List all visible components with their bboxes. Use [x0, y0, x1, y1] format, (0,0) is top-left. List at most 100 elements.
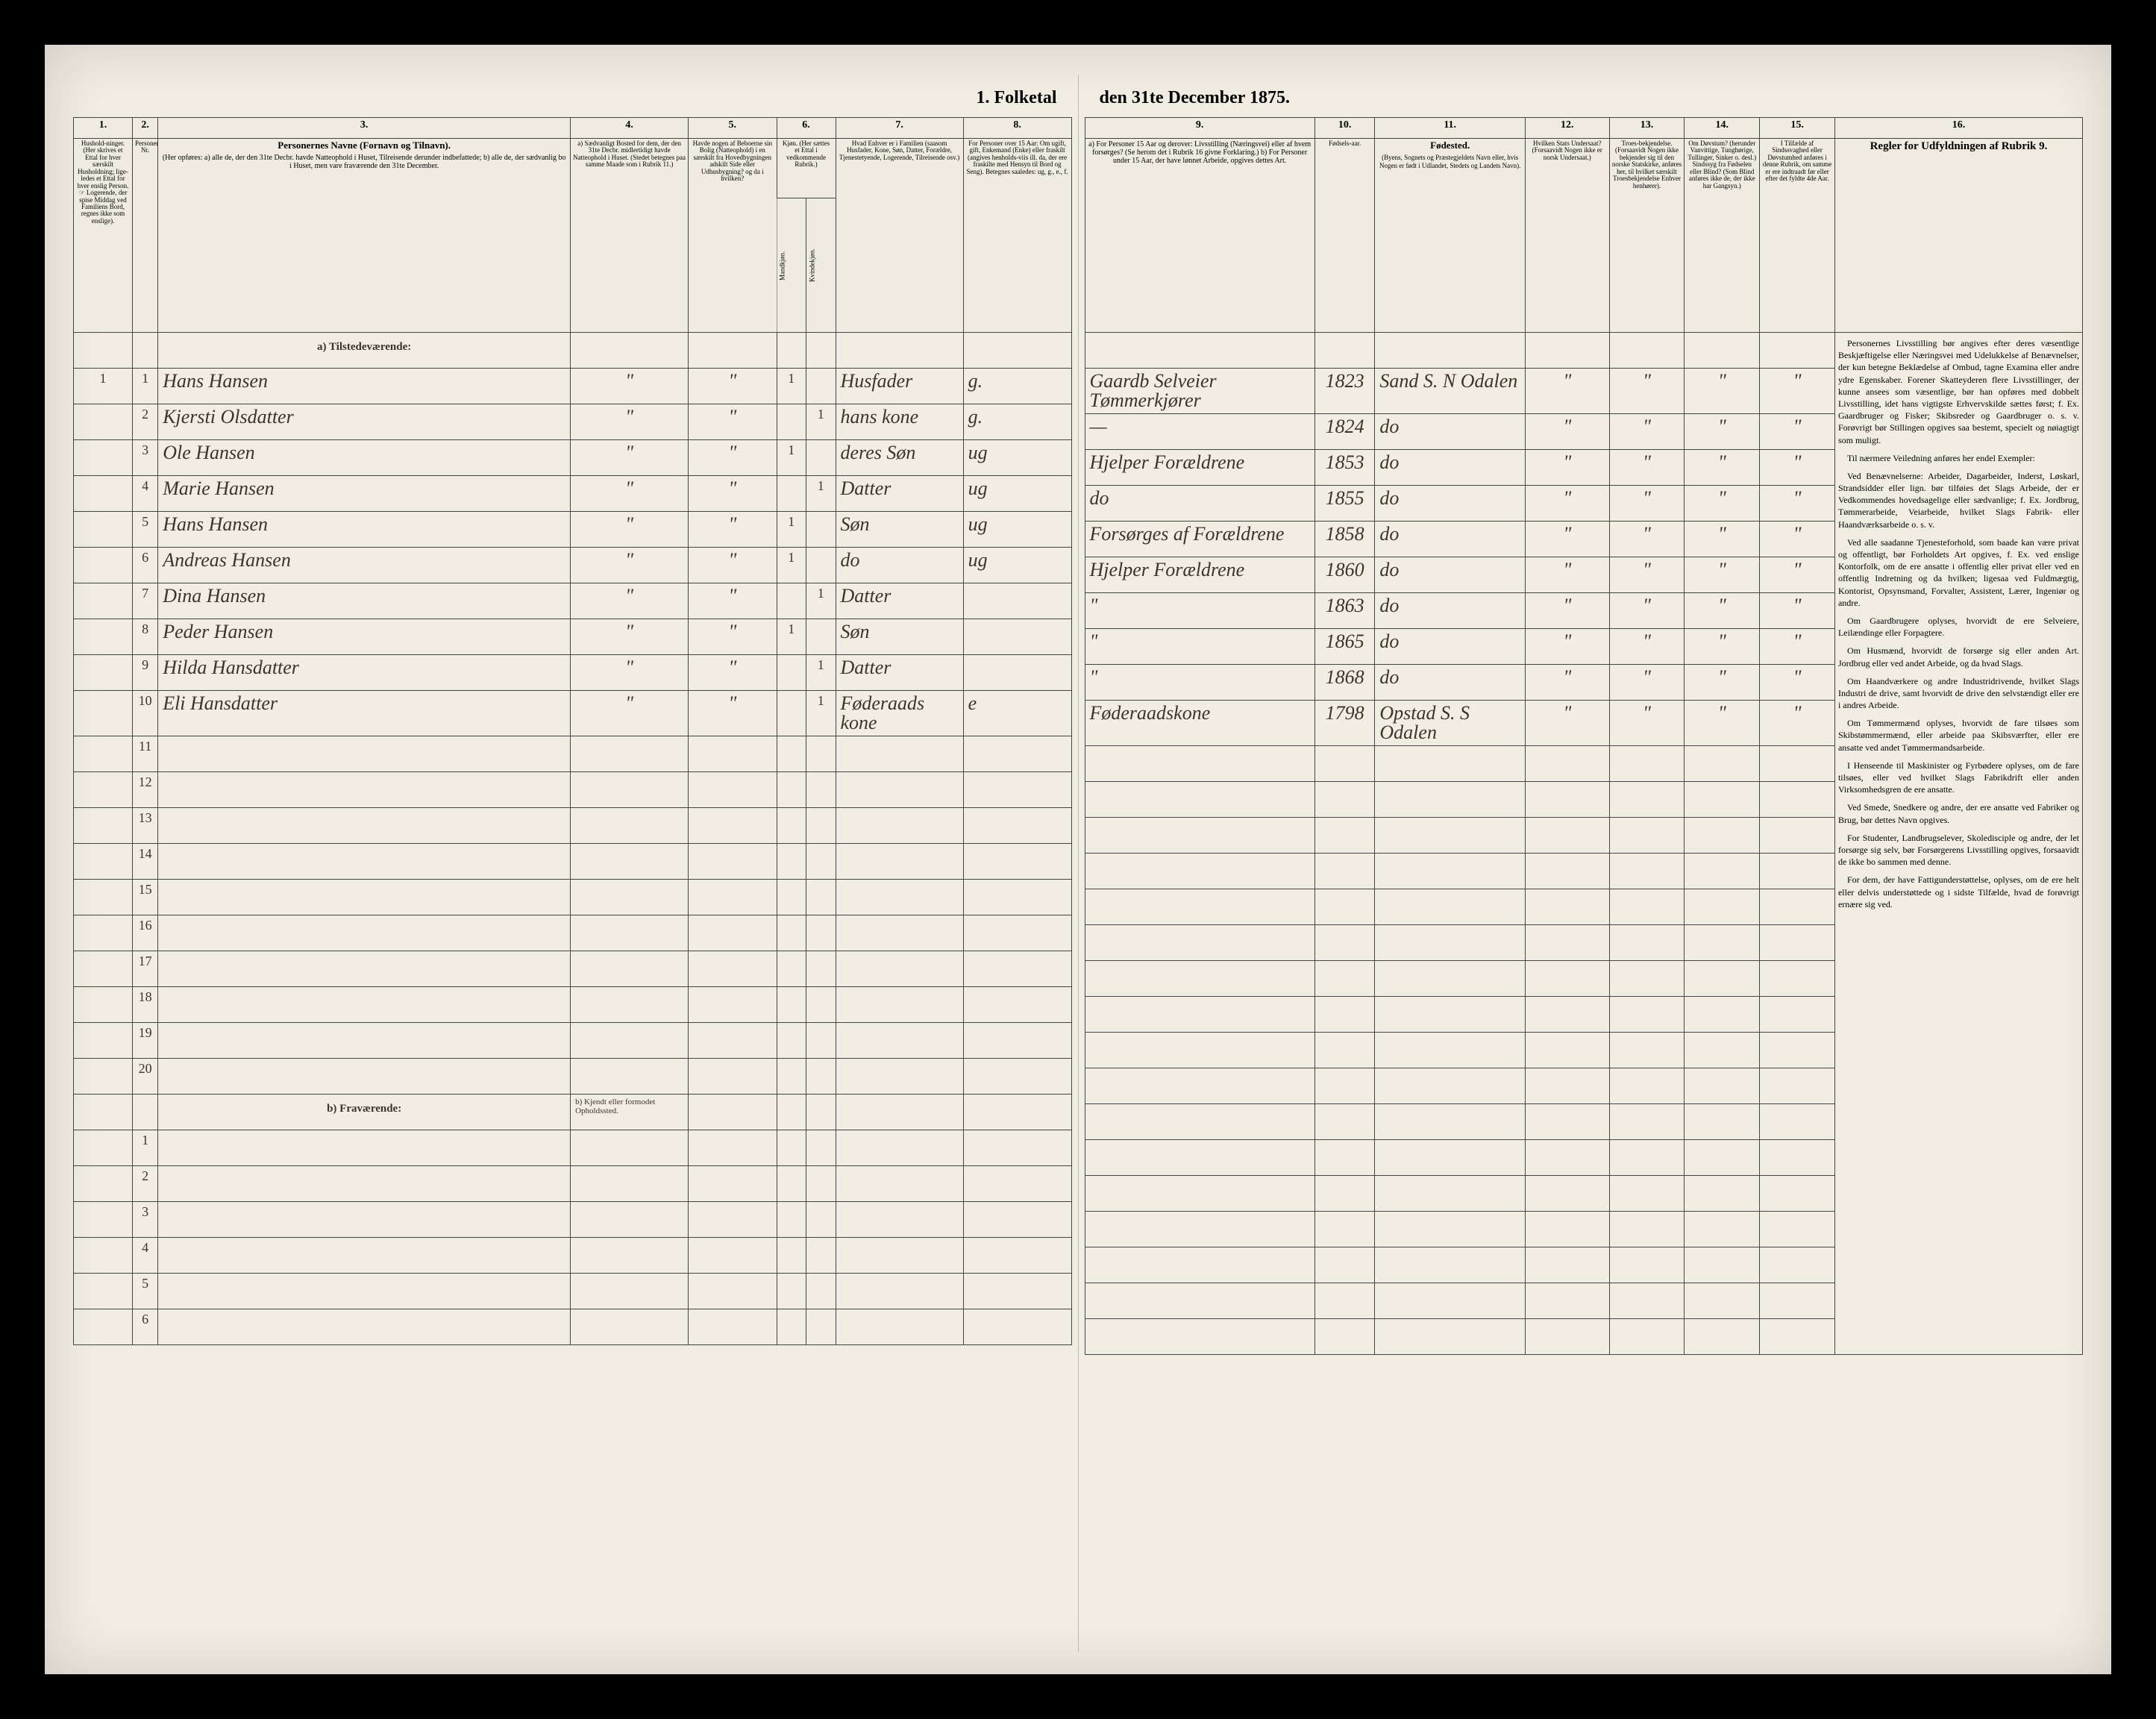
cell-c15: " [1760, 486, 1835, 522]
table-row: 3 Ole Hansen " " 1 deres Søn ug [74, 440, 1072, 476]
cell-civil: ug [963, 476, 1071, 512]
cell-personno: 2 [132, 404, 157, 440]
cell-c5: " [689, 512, 777, 548]
header-row: a) For Personer 15 Aar og derover: Livss… [1085, 139, 2083, 333]
cell-female: 1 [806, 583, 836, 619]
cell-female [806, 369, 836, 404]
cell-birthyear: 1863 [1314, 593, 1375, 629]
colnum: 5. [689, 118, 777, 139]
cell-personno: 12 [132, 772, 157, 808]
cell-occupation: Hjelper Forældrene [1085, 557, 1314, 593]
cell-personno: 11 [132, 736, 157, 772]
table-row-empty: 18 [74, 987, 1072, 1023]
colnum: 12. [1525, 118, 1609, 139]
cell-birthplace: do [1375, 414, 1526, 450]
cell-personno: 5 [132, 1274, 157, 1309]
header-c6: Kjøn. (Her sættes et Ettal i vedkommende… [777, 139, 836, 198]
cell-personno: 3 [132, 440, 157, 476]
cell-occupation: Føderaadskone [1085, 701, 1314, 746]
cell-name: Peder Hansen [158, 619, 571, 655]
table-row: 1 1 Hans Hansen " " 1 Husfader g. [74, 369, 1072, 404]
table-row: 5 Hans Hansen " " 1 Søn ug [74, 512, 1072, 548]
header-c10: Fødsels-aar. [1314, 139, 1375, 333]
cell-personno: 6 [132, 548, 157, 583]
header-c13: Troes-bekjendelse. (Forsaavidt Nogen ikk… [1609, 139, 1685, 333]
table-row: Personernes Livsstilling bør angives eft… [1085, 333, 2083, 369]
cell-occupation: Hjelper Forældrene [1085, 450, 1314, 486]
cell-personno: 8 [132, 619, 157, 655]
cell-male: 1 [777, 440, 806, 476]
cell-c4: " [571, 619, 689, 655]
cell-c5: " [689, 369, 777, 404]
cell-household [74, 440, 133, 476]
cell-female [806, 548, 836, 583]
cell-personno: 1 [132, 369, 157, 404]
cell-c14: " [1685, 665, 1760, 701]
cell-birthplace: do [1375, 665, 1526, 701]
cell-occupation: Gaardb Selveier Tømmerkjører [1085, 369, 1314, 414]
cell-male [777, 691, 806, 736]
table-row-empty: 11 [74, 736, 1072, 772]
cell-c12: " [1525, 665, 1609, 701]
cell-female [806, 512, 836, 548]
cell-relation: Søn [836, 512, 963, 548]
cell-birthyear: 1855 [1314, 486, 1375, 522]
header-c3: Personernes Navne (Fornavn og Tilnavn). … [158, 139, 571, 333]
header-c16-title: Regler for Udfyldningen af Rubrik 9. [1837, 140, 2080, 153]
cell-c13: " [1609, 414, 1685, 450]
cell-relation: Datter [836, 655, 963, 691]
cell-civil: ug [963, 512, 1071, 548]
cell-birthyear: 1860 [1314, 557, 1375, 593]
header-c15: I Tilfælde af Sindssvaghed eller Døvstum… [1760, 139, 1835, 333]
cell-household: 1 [74, 369, 133, 404]
cell-household [74, 548, 133, 583]
cell-birthplace: do [1375, 522, 1526, 557]
cell-c13: " [1609, 486, 1685, 522]
cell-relation: do [836, 548, 963, 583]
right-page: den 31te December 1875. 9. 10. 11. 12. 1… [1079, 75, 2090, 1652]
cell-male [777, 476, 806, 512]
cell-birthplace: Opstad S. S Odalen [1375, 701, 1526, 746]
cell-birthplace: do [1375, 486, 1526, 522]
colnum: 11. [1375, 118, 1526, 139]
left-page: 1. Folketal 1. 2. 3. 4. 5. 6. [67, 75, 1079, 1652]
census-table-left: 1. 2. 3. 4. 5. 6. 7. 8. Hushold-ninger. … [73, 117, 1072, 1345]
table-row-empty: 5 [74, 1274, 1072, 1309]
cell-c15: " [1760, 593, 1835, 629]
cell-household [74, 655, 133, 691]
table-row: 2 Kjersti Olsdatter " " 1 hans kone g. [74, 404, 1072, 440]
cell-c12: " [1525, 369, 1609, 414]
section-a-row: a) Tilstedeværende: [74, 333, 1072, 369]
cell-c13: " [1609, 557, 1685, 593]
cell-c5: " [689, 548, 777, 583]
header-c6k: Kvindekjøn. [806, 198, 836, 333]
cell-birthplace: Sand S. N Odalen [1375, 369, 1526, 414]
table-row-empty: 6 [74, 1309, 1072, 1345]
cell-name: Hans Hansen [158, 369, 571, 404]
cell-birthyear: 1853 [1314, 450, 1375, 486]
cell-occupation: " [1085, 629, 1314, 665]
section-b-row: b) Fraværende: b) Kjendt eller formodet … [74, 1095, 1072, 1130]
cell-personno: 19 [132, 1023, 157, 1059]
cell-birthyear: 1865 [1314, 629, 1375, 665]
cell-relation: Søn [836, 619, 963, 655]
cell-c12: " [1525, 593, 1609, 629]
cell-c15: " [1760, 369, 1835, 414]
table-row-empty: 15 [74, 880, 1072, 915]
header-c1: Hushold-ninger. (Her skrives et Ettal fo… [74, 139, 133, 333]
cell-relation: Husfader [836, 369, 963, 404]
table-row: 7 Dina Hansen " " 1 Datter [74, 583, 1072, 619]
cell-personno: 16 [132, 915, 157, 951]
cell-male: 1 [777, 369, 806, 404]
cell-relation: hans kone [836, 404, 963, 440]
cell-relation: Datter [836, 583, 963, 619]
cell-household [74, 583, 133, 619]
cell-name: Andreas Hansen [158, 548, 571, 583]
cell-personno: 9 [132, 655, 157, 691]
census-table-right: 9. 10. 11. 12. 13. 14. 15. 16. a) For Pe… [1085, 117, 2084, 1355]
colnum: 14. [1685, 118, 1760, 139]
cell-c14: " [1685, 557, 1760, 593]
cell-name: Marie Hansen [158, 476, 571, 512]
cell-c5: " [689, 619, 777, 655]
cell-birthyear: 1858 [1314, 522, 1375, 557]
